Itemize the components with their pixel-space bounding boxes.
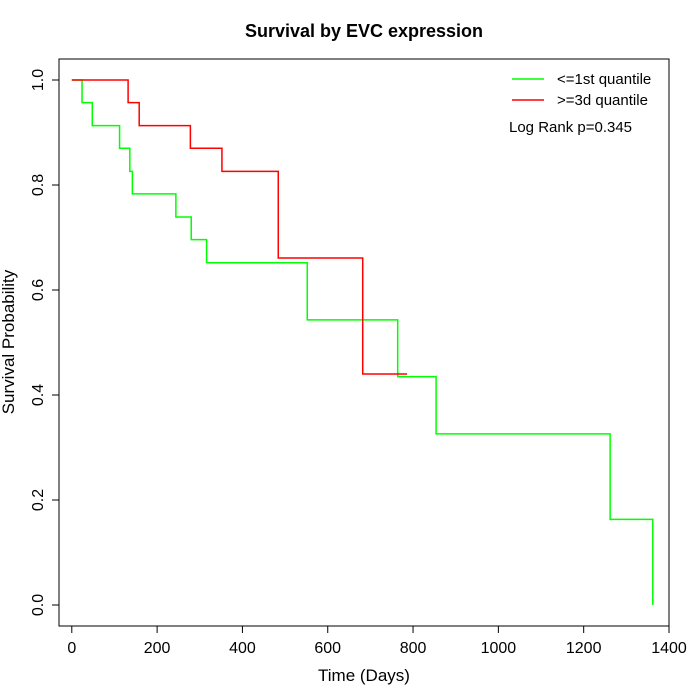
y-tick-label: 0.8	[30, 174, 47, 196]
y-tick-label: 1.0	[30, 69, 47, 91]
legend-label-high: >=3d quantile	[557, 92, 648, 109]
series-line-0	[71, 79, 654, 605]
plot-frame	[58, 58, 670, 627]
chart-title: Survival by EVC expression	[245, 21, 483, 41]
series-line-1	[71, 79, 408, 375]
y-tick-label: 0.6	[30, 279, 47, 301]
y-axis: 0.0 0.2 0.4 0.6 0.8 1.0	[30, 69, 60, 616]
x-axis-label: Time (Days)	[318, 666, 410, 685]
y-tick-label: 0.4	[30, 384, 47, 406]
x-tick-label: 600	[314, 640, 341, 657]
y-tick-label: 0.0	[30, 594, 47, 616]
series-layer	[71, 79, 654, 605]
log-rank-annotation: Log Rank p=0.345	[509, 119, 632, 136]
x-tick-label: 1400	[651, 640, 687, 657]
x-tick-label: 800	[400, 640, 427, 657]
y-axis-label: Survival Probability	[0, 269, 18, 414]
x-tick-label: 1200	[566, 640, 602, 657]
x-tick-label: 400	[229, 640, 256, 657]
x-tick-label: 200	[144, 640, 171, 657]
x-tick-label: 0	[67, 640, 76, 657]
x-tick-label: 1000	[481, 640, 517, 657]
legend-label-low: <=1st quantile	[557, 71, 651, 88]
legend: <=1st quantile >=3d quantile	[512, 71, 651, 109]
y-tick-label: 0.2	[30, 489, 47, 511]
x-axis: 0 200 400 600 800 1000 1200 1400	[67, 625, 687, 657]
